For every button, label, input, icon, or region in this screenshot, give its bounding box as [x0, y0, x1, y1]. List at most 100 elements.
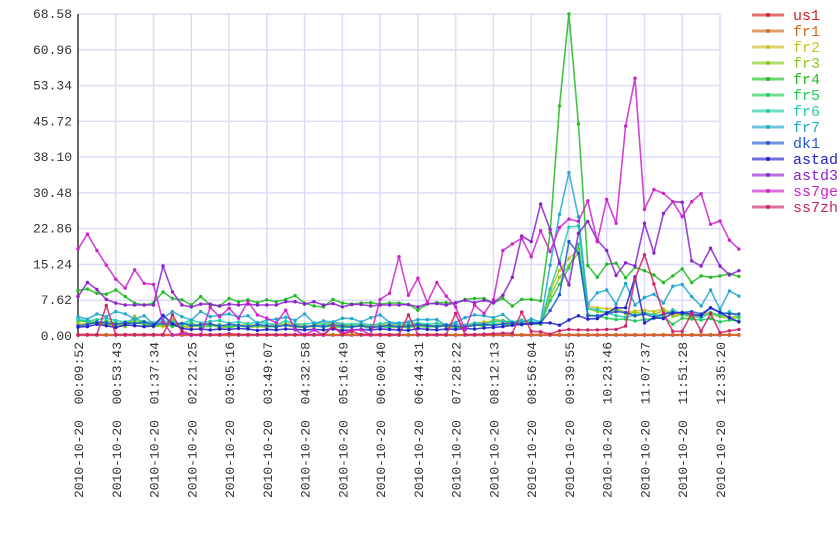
data-point-astd3: [453, 301, 458, 305]
legend-item-dk1[interactable]: dk1: [752, 136, 820, 153]
series-line-astd3: [77, 200, 740, 308]
data-point-fr4: [161, 290, 165, 294]
legend-item-fr1[interactable]: fr1: [752, 24, 820, 41]
data-point-astd3: [416, 305, 420, 309]
data-point-ss7ge: [246, 300, 250, 304]
legend-item-ss7zh[interactable]: ss7zh: [752, 200, 838, 217]
data-point-dk1: [340, 324, 345, 328]
data-point-fr5: [690, 317, 694, 321]
data-point-ss7ge: [605, 197, 609, 202]
legend-item-fr6[interactable]: fr6: [752, 104, 820, 121]
data-point-fr1: [557, 332, 562, 337]
data-point-fr6: [671, 308, 675, 312]
legend-item-fr5[interactable]: fr5: [752, 88, 820, 105]
data-point-ss7zh: [529, 329, 533, 333]
data-point-fr4: [699, 274, 703, 278]
legend-item-us1[interactable]: us1: [752, 8, 820, 25]
data-point-fr1: [690, 332, 694, 337]
data-point-ss7zh: [406, 313, 411, 317]
data-point-fr7: [567, 170, 571, 175]
data-point-astad: [680, 311, 684, 315]
data-point-fr7: [180, 315, 184, 319]
data-point-fr7: [642, 295, 647, 300]
data-point-astad: [227, 327, 231, 332]
data-point-astad: [85, 324, 90, 329]
y-axis-ticks: 0.00 7.62 15.24 22.86 30.48 38.10 45.72 53.34 60…: [33, 7, 72, 344]
data-point-astd3: [661, 211, 666, 216]
data-point-dk1: [397, 325, 401, 329]
data-point-astad: [538, 321, 543, 325]
data-point-ss7zh: [114, 332, 118, 337]
data-point-fr1: [680, 332, 684, 337]
data-point-fr4: [586, 263, 590, 268]
data-point-ss7zh: [435, 332, 439, 337]
data-point-fr7: [142, 314, 146, 318]
data-point-astd3: [293, 300, 297, 304]
data-point-fr7: [708, 288, 713, 292]
data-point-ss7ge: [312, 328, 316, 332]
data-point-fr7: [227, 312, 231, 316]
x-tick-label: 2010-10-20 07:28:22: [450, 342, 465, 498]
data-point-ss7zh: [491, 332, 496, 336]
data-point-astad: [699, 314, 703, 318]
data-point-fr4: [576, 122, 581, 126]
data-point-fr4: [614, 261, 618, 265]
data-point-fr4: [416, 308, 420, 312]
data-point-astad: [340, 328, 345, 333]
data-point-ss7zh: [453, 311, 458, 316]
data-point-fr5: [671, 322, 675, 326]
data-point-ss7ge: [151, 282, 156, 287]
data-point-astad: [642, 321, 647, 325]
legend-marker: [766, 61, 770, 65]
legend-item-ss7ge[interactable]: ss7ge: [752, 184, 838, 201]
data-point-dk1: [472, 323, 477, 327]
data-point-ss7zh: [463, 332, 467, 337]
series-fr2: [76, 247, 741, 330]
data-point-fr7: [76, 315, 80, 319]
legend-item-fr7[interactable]: fr7: [752, 120, 820, 137]
legend-item-fr3[interactable]: fr3: [752, 56, 820, 73]
data-point-ss7ge: [142, 281, 146, 286]
data-point-dk1: [387, 323, 392, 327]
data-point-astad: [142, 324, 146, 329]
data-point-astd3: [95, 287, 99, 292]
data-point-fr4: [538, 299, 543, 303]
data-point-ss7ge: [633, 76, 637, 80]
legend-item-fr2[interactable]: fr2: [752, 40, 820, 57]
data-point-astad: [265, 327, 269, 332]
data-point-astad: [397, 328, 401, 332]
data-point-astd3: [359, 302, 363, 307]
data-point-ss7ge: [727, 238, 732, 242]
legend-item-fr4[interactable]: fr4: [752, 72, 820, 89]
data-point-fr7: [727, 289, 732, 293]
legend-item-astad[interactable]: astad: [752, 152, 838, 169]
data-point-ss7zh: [737, 327, 741, 332]
legend-label: fr4: [793, 72, 820, 89]
data-point-ss7ge: [236, 316, 241, 320]
data-point-ss7zh: [661, 311, 666, 316]
legend-item-astd3[interactable]: astd3: [752, 168, 838, 185]
data-point-astd3: [255, 303, 260, 307]
data-point-astad: [416, 326, 420, 331]
data-point-astd3: [642, 221, 647, 225]
data-point-fr7: [406, 320, 411, 324]
data-point-fr1: [595, 332, 599, 337]
data-point-astd3: [614, 273, 618, 278]
data-point-fr7: [199, 309, 203, 314]
data-point-astad: [321, 328, 326, 332]
data-point-ss7zh: [642, 253, 647, 257]
data-point-astad: [76, 325, 80, 329]
data-point-fr7: [132, 317, 137, 321]
data-point-ss7ge: [501, 248, 505, 253]
data-point-fr7: [95, 312, 99, 316]
data-point-ss7zh: [340, 332, 345, 337]
data-point-ss7zh: [180, 329, 184, 333]
data-point-ss7zh: [189, 332, 193, 337]
data-point-astd3: [114, 301, 118, 305]
data-point-astad: [217, 327, 222, 331]
data-point-fr7: [737, 294, 741, 298]
data-point-astad: [482, 326, 486, 330]
data-point-astd3: [718, 264, 722, 268]
data-point-dk1: [369, 325, 373, 330]
data-point-ss7zh: [699, 329, 703, 333]
